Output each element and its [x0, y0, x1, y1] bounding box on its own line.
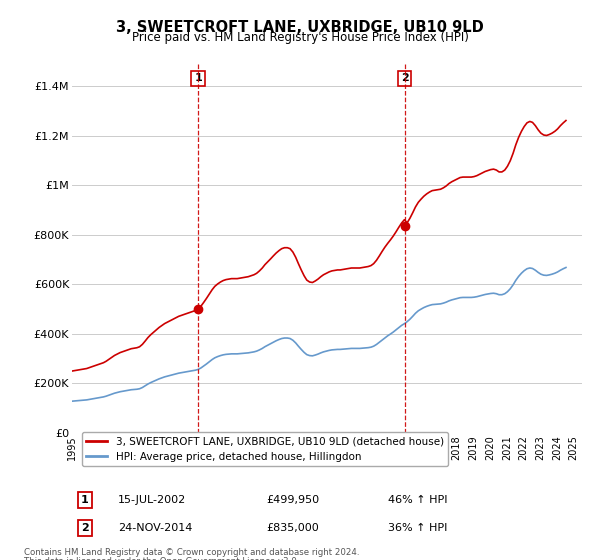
Text: 1: 1 [81, 495, 89, 505]
Text: This data is licensed under the Open Government Licence v3.0.: This data is licensed under the Open Gov… [24, 557, 299, 560]
Text: 2: 2 [401, 73, 409, 83]
Text: 2: 2 [81, 523, 89, 533]
Text: Contains HM Land Registry data © Crown copyright and database right 2024.: Contains HM Land Registry data © Crown c… [24, 548, 359, 557]
Text: 46% ↑ HPI: 46% ↑ HPI [388, 495, 448, 505]
Text: 24-NOV-2014: 24-NOV-2014 [118, 523, 192, 533]
Text: 1: 1 [194, 73, 202, 83]
Text: Price paid vs. HM Land Registry's House Price Index (HPI): Price paid vs. HM Land Registry's House … [131, 31, 469, 44]
Legend: 3, SWEETCROFT LANE, UXBRIDGE, UB10 9LD (detached house), HPI: Average price, det: 3, SWEETCROFT LANE, UXBRIDGE, UB10 9LD (… [82, 432, 448, 466]
Text: 3, SWEETCROFT LANE, UXBRIDGE, UB10 9LD: 3, SWEETCROFT LANE, UXBRIDGE, UB10 9LD [116, 20, 484, 35]
Text: £499,950: £499,950 [266, 495, 319, 505]
Text: 15-JUL-2002: 15-JUL-2002 [118, 495, 186, 505]
Text: 36% ↑ HPI: 36% ↑ HPI [388, 523, 448, 533]
Text: £835,000: £835,000 [266, 523, 319, 533]
